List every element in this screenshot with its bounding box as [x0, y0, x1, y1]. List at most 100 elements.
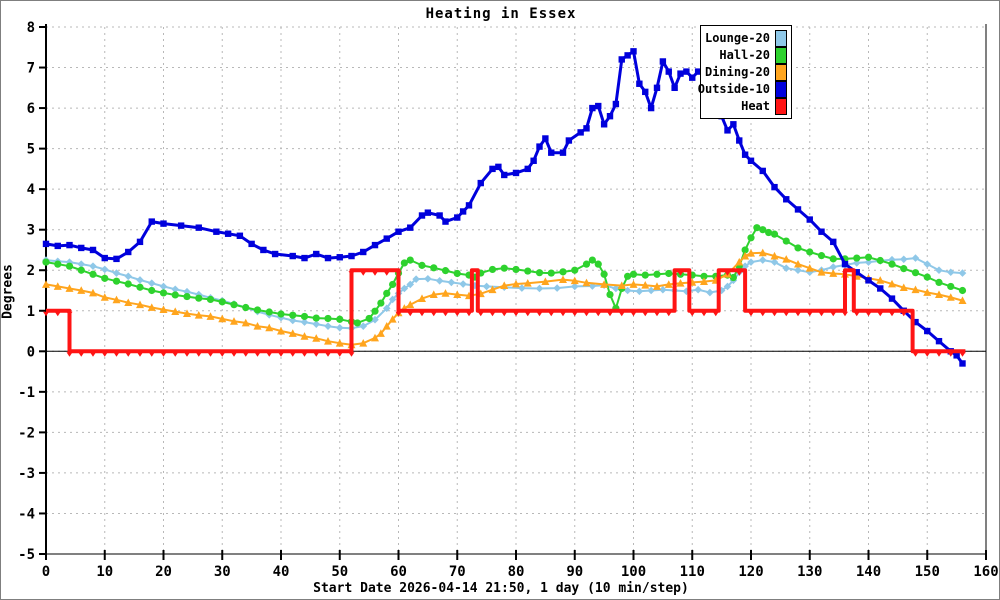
- data-point: [89, 246, 97, 254]
- data-point: [659, 58, 667, 65]
- data-point: [547, 269, 555, 277]
- data-point: [794, 259, 802, 268]
- data-point: [958, 296, 967, 305]
- data-point: [66, 311, 73, 317]
- chart-title: Heating in Essex: [425, 6, 577, 22]
- data-point: [112, 295, 121, 304]
- y-tick-label: 5: [27, 142, 35, 158]
- data-point: [706, 288, 714, 297]
- data-point: [418, 212, 426, 219]
- legend-swatch-icon: [775, 80, 787, 98]
- data-point: [635, 287, 644, 296]
- data-point: [741, 246, 749, 254]
- data-point: [765, 228, 773, 237]
- x-tick-label: 140: [856, 564, 881, 580]
- data-point: [600, 121, 608, 128]
- data-point: [312, 314, 320, 322]
- data-point: [65, 284, 74, 292]
- x-tick-label: 160: [973, 564, 998, 580]
- data-point: [125, 248, 132, 256]
- data-point: [747, 258, 755, 266]
- data-point: [647, 104, 655, 112]
- data-point: [724, 271, 731, 276]
- data-point: [194, 311, 203, 319]
- data-point: [395, 271, 402, 276]
- legend-label: Lounge-20: [704, 31, 770, 45]
- data-point: [43, 311, 49, 317]
- data-point: [195, 352, 202, 357]
- data-point: [213, 228, 220, 235]
- data-point: [642, 88, 649, 96]
- data-point: [524, 311, 531, 317]
- data-point: [588, 256, 596, 264]
- data-point: [313, 250, 320, 258]
- data-point: [54, 242, 61, 250]
- data-point: [888, 295, 896, 302]
- data-point: [300, 332, 309, 340]
- x-tick-label: 10: [96, 564, 113, 580]
- data-point: [571, 311, 578, 317]
- legend-swatch-icon: [775, 63, 787, 81]
- data-point: [806, 248, 814, 256]
- data-point: [911, 285, 920, 294]
- data-point: [570, 282, 579, 291]
- data-point: [865, 277, 872, 284]
- data-point: [876, 276, 885, 284]
- data-point: [783, 196, 790, 203]
- data-point: [735, 257, 744, 266]
- data-point: [501, 311, 508, 317]
- data-point: [770, 230, 779, 238]
- data-point: [348, 352, 355, 357]
- data-point: [758, 256, 767, 264]
- data-point: [911, 269, 920, 277]
- data-point: [424, 209, 432, 216]
- data-point: [265, 323, 274, 332]
- data-point: [559, 268, 567, 276]
- data-point: [436, 212, 443, 219]
- data-point: [606, 290, 614, 299]
- data-point: [623, 286, 632, 295]
- y-tick-label: 1: [27, 304, 35, 320]
- data-point: [336, 254, 343, 261]
- data-point: [935, 337, 943, 345]
- x-tick-label: 30: [214, 564, 231, 580]
- data-point: [277, 326, 285, 335]
- data-point: [353, 319, 361, 327]
- data-point: [218, 298, 226, 306]
- y-tick-label: 0: [27, 344, 35, 360]
- data-point: [288, 329, 297, 337]
- data-point: [242, 303, 250, 312]
- data-point: [853, 254, 861, 262]
- data-point: [453, 290, 462, 298]
- data-point: [958, 269, 967, 277]
- data-point: [289, 311, 297, 319]
- data-point: [523, 279, 532, 287]
- data-point: [641, 271, 649, 279]
- data-point: [489, 311, 496, 317]
- data-point: [395, 311, 402, 317]
- data-point: [830, 238, 837, 246]
- data-point: [682, 287, 691, 296]
- y-tick-label: 6: [27, 101, 35, 117]
- y-tick-label: -4: [18, 506, 35, 522]
- data-point: [747, 249, 755, 257]
- data-point: [136, 238, 144, 246]
- data-point: [171, 291, 179, 299]
- data-point: [747, 157, 755, 164]
- data-point: [935, 290, 943, 298]
- data-point: [817, 252, 826, 260]
- data-point: [595, 311, 602, 317]
- data-point: [395, 228, 402, 235]
- y-tick-label: -2: [18, 425, 35, 441]
- x-tick-label: 0: [42, 564, 50, 580]
- data-point: [900, 311, 907, 317]
- data-point: [617, 281, 626, 290]
- data-point: [348, 271, 355, 276]
- legend-label: Hall-20: [719, 48, 770, 62]
- data-point: [653, 84, 661, 92]
- data-point: [159, 289, 168, 297]
- data-point: [518, 284, 526, 292]
- data-point: [89, 288, 97, 297]
- data-point: [412, 275, 420, 283]
